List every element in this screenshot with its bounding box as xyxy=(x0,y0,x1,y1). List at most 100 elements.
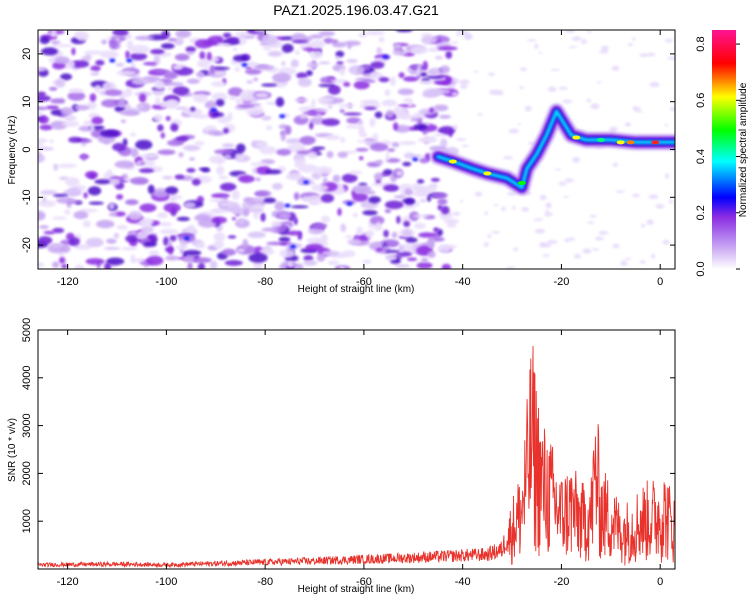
heatmap-cell xyxy=(68,88,84,94)
heatmap-cell xyxy=(125,87,133,97)
heatmap-cell xyxy=(186,168,196,173)
heatmap-cell xyxy=(254,64,274,71)
heatmap-cell xyxy=(135,159,156,167)
heatmap-cell xyxy=(167,99,180,108)
heatmap-cell xyxy=(662,239,670,245)
heatmap-cell xyxy=(119,110,140,116)
heatmap-cell xyxy=(327,260,340,266)
heatmap-cell xyxy=(403,220,411,228)
snr-xtick-label: -80 xyxy=(257,576,273,588)
heatmap-xtick-label: -100 xyxy=(155,276,177,288)
heatmap-cell xyxy=(211,81,227,87)
heatmap-cell xyxy=(274,201,285,211)
heatmap-cell xyxy=(345,234,354,239)
heatmap-cell xyxy=(664,123,669,127)
heatmap-cell xyxy=(539,194,547,201)
heatmap-cell xyxy=(413,123,428,131)
heatmap-cell xyxy=(176,216,190,222)
heatmap-cell xyxy=(183,249,202,256)
heatmap-cell xyxy=(316,113,322,118)
heatmap-cell xyxy=(161,30,171,39)
heatmap-cell xyxy=(441,263,452,269)
snr-panel: -120 -100 -80 -60 -40 -20 0 5000 4000 3000 2000 10… xyxy=(7,318,676,595)
heatmap-cell xyxy=(385,109,394,119)
heatmap-cell xyxy=(348,170,362,175)
heatmap-cell xyxy=(73,210,89,220)
heatmap-cell xyxy=(339,137,346,143)
heatmap-cell xyxy=(211,216,227,224)
heatmap-cell xyxy=(517,123,521,126)
heatmap-cell xyxy=(38,200,57,207)
heatmap-cell xyxy=(179,239,188,247)
heatmap-cell xyxy=(634,110,643,113)
heatmap-cell xyxy=(125,50,130,59)
snr-xtick-label: -120 xyxy=(57,576,79,588)
heatmap-cell xyxy=(216,43,232,47)
heatmap-cell xyxy=(568,45,578,49)
heatmap-cell xyxy=(417,179,425,184)
heatmap-cell xyxy=(393,43,402,50)
heatmap-cell xyxy=(148,250,160,256)
heatmap-cell xyxy=(130,52,148,61)
heatmap-cell xyxy=(435,55,443,60)
heatmap-cell xyxy=(297,77,312,87)
heatmap-cell xyxy=(309,200,318,205)
heatmap-cell xyxy=(186,224,196,235)
heatmap-cell xyxy=(346,201,353,206)
heatmap-cell xyxy=(65,177,80,187)
heatmap-cell xyxy=(285,172,303,181)
heatmap-cell xyxy=(294,97,308,103)
heatmap-cell xyxy=(474,191,483,197)
heatmap-cell xyxy=(207,130,222,136)
heatmap-cell xyxy=(186,51,195,55)
heatmap-cell xyxy=(214,71,227,76)
heatmap-cell xyxy=(562,99,573,104)
heatmap-cell xyxy=(201,168,211,173)
heatmap-cell xyxy=(487,233,492,239)
heatmap-cell xyxy=(167,38,177,42)
heatmap-cell xyxy=(312,222,328,230)
heatmap-ytick-label: -20 xyxy=(21,237,33,253)
snr-ytick-label: 2000 xyxy=(21,461,33,485)
heatmap-cell xyxy=(287,143,306,153)
heatmap-cell xyxy=(38,146,55,151)
heatmap-cell xyxy=(244,68,262,75)
heatmap-cell xyxy=(143,62,157,66)
heatmap-cell xyxy=(338,266,346,269)
colorbar: 0.0 0.2 0.4 0.6 0.8 Normalized spectral ampl… xyxy=(695,30,749,277)
heatmap-cell xyxy=(117,98,126,108)
heatmap-peak xyxy=(651,140,660,145)
heatmap-ytick-label: 20 xyxy=(21,48,33,60)
heatmap-cell xyxy=(307,151,318,159)
heatmap-cell xyxy=(191,178,201,186)
heatmap-cell xyxy=(489,89,498,95)
heatmap-cell xyxy=(437,198,448,206)
heatmap-cell xyxy=(187,262,193,269)
heatmap-cell xyxy=(519,86,524,90)
heatmap-cell xyxy=(587,221,595,224)
heatmap-cell xyxy=(389,76,396,87)
heatmap-cell xyxy=(667,56,675,60)
heatmap-cell xyxy=(276,148,292,156)
heatmap-cell xyxy=(294,158,306,166)
heatmap-cell xyxy=(395,30,413,33)
heatmap-cell xyxy=(564,238,570,243)
heatmap-cell xyxy=(400,186,405,197)
heatmap-cell xyxy=(649,81,660,88)
heatmap-cell xyxy=(513,247,518,252)
heatmap-cell xyxy=(241,62,248,67)
heatmap-cell xyxy=(303,255,314,262)
heatmap-cell xyxy=(309,117,326,125)
heatmap-cell xyxy=(418,232,436,238)
heatmap-cell xyxy=(463,33,471,40)
heatmap-cell xyxy=(328,104,333,109)
heatmap-cell xyxy=(120,246,138,251)
heatmap-cell xyxy=(373,172,383,181)
heatmap-cell xyxy=(227,87,244,97)
heatmap-cell xyxy=(54,78,66,88)
heatmap-cell xyxy=(183,201,196,209)
heatmap-cell xyxy=(109,178,121,186)
heatmap-cell xyxy=(402,161,412,167)
snr-ytick-label: 4000 xyxy=(21,366,33,390)
